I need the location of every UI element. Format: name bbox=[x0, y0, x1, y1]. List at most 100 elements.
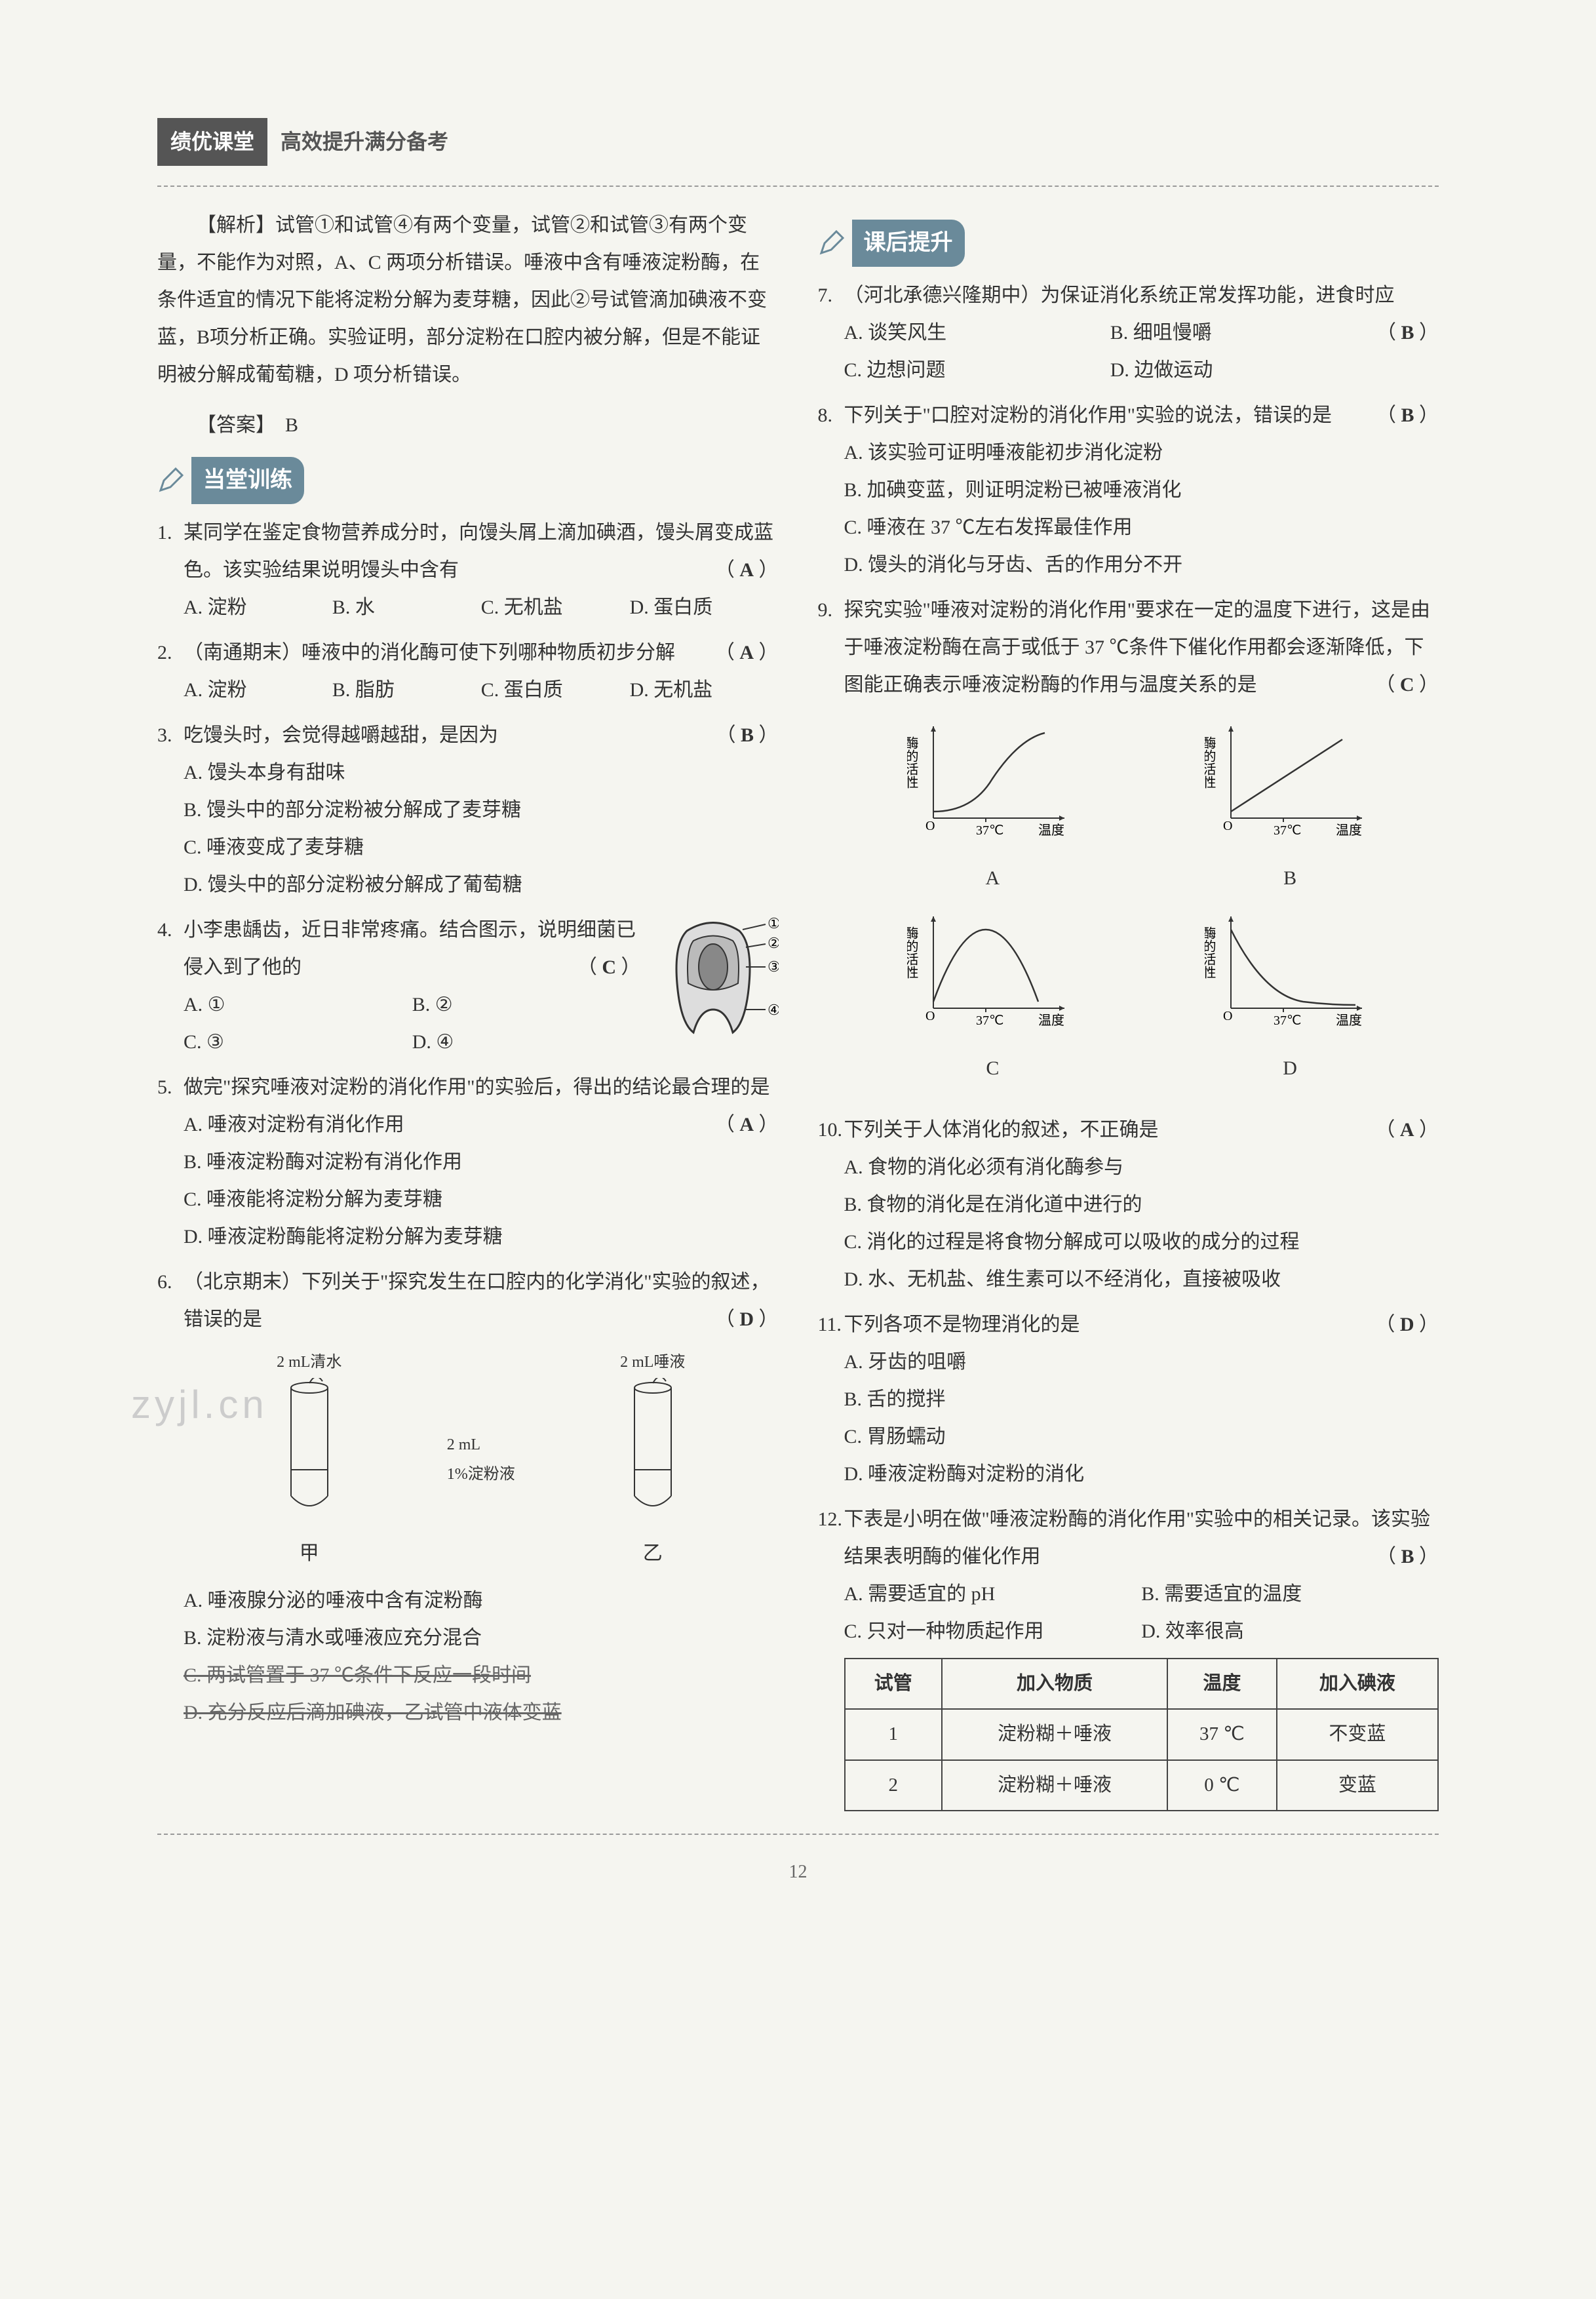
options: A. 谈笑风生B. 细咀慢嚼C. 边想问题D. 边做运动 bbox=[844, 314, 1376, 389]
tooth-image: ① ② ③ ④ bbox=[648, 911, 779, 1042]
experiment-table: 试管加入物质温度加入碘液1淀粉糊＋唾液37 ℃不变蓝2淀粉糊＋唾液0 ℃变蓝 bbox=[844, 1658, 1439, 1811]
option: A. ① bbox=[184, 986, 412, 1023]
options: A. 牙齿的咀嚼B. 舌的搅拌C. 胃肠蠕动D. 唾液淀粉酶对淀粉的消化 bbox=[844, 1343, 1439, 1493]
svg-text:③: ③ bbox=[768, 958, 779, 975]
option: B. 需要适宜的温度 bbox=[1141, 1575, 1439, 1613]
option: A. 需要适宜的 pH bbox=[844, 1575, 1142, 1613]
graph-cell-A: 37℃ O 温度 酶的活性 A bbox=[859, 713, 1126, 897]
question-number: 10. bbox=[818, 1111, 843, 1149]
option: D. 效率很高 bbox=[1141, 1613, 1439, 1650]
question: 12.下表是小明在做"唾液淀粉酶的消化作用"实验中的相关记录。该实验结果表明酶的… bbox=[818, 1501, 1439, 1818]
svg-text:温度: 温度 bbox=[1336, 823, 1362, 838]
option: A. 馒头本身有甜味 bbox=[184, 754, 779, 791]
option: D. 馒头中的部分淀粉被分解成了葡萄糖 bbox=[184, 866, 779, 903]
question: 8.下列关于"口腔对淀粉的消化作用"实验的说法，错误的是 （ B ） A. 该实… bbox=[818, 397, 1439, 583]
page-number: 12 bbox=[157, 1855, 1439, 1889]
svg-text:酶的活性: 酶的活性 bbox=[1205, 926, 1216, 979]
option: C. 两试管置于 37 ℃条件下反应一段时间 bbox=[184, 1657, 779, 1694]
question: 7.（河北承德兴隆期中）为保证消化系统正常发挥功能，进食时应 （ B ） A. … bbox=[818, 277, 1439, 389]
question: 11.下列各项不是物理消化的是 （ D ） A. 牙齿的咀嚼B. 舌的搅拌C. … bbox=[818, 1306, 1439, 1493]
options: A. 唾液对淀粉有消化作用B. 唾液淀粉酶对淀粉有消化作用C. 唾液能将淀粉分解… bbox=[184, 1106, 715, 1255]
question-text: 吃馒头时，会觉得越嚼越甜，是因为 （ B ） bbox=[184, 717, 779, 754]
question-text: （北京期末）下列关于"探究发生在口腔内的化学消化"实验的叙述，错误的是 （ D … bbox=[184, 1263, 779, 1338]
question-text: （南通期末）唾液中的消化酶可使下列哪种物质初步分解 （ A ） bbox=[184, 634, 779, 671]
answer-bracket: （ A ） bbox=[715, 1106, 779, 1143]
tube-left-top-label: 2 mL清水 bbox=[250, 1348, 368, 1378]
pencil-icon bbox=[157, 467, 184, 494]
svg-text:①: ① bbox=[768, 915, 779, 932]
question-number: 3. bbox=[157, 717, 172, 754]
question-text: 下列关于人体消化的叙述，不正确是 （ A ） bbox=[844, 1111, 1439, 1149]
tube-mid-label: 2 mL 1%淀粉液 bbox=[447, 1430, 515, 1490]
question-number: 5. bbox=[157, 1069, 172, 1106]
tube-diagram: zyjl.cn 2 mL清水 甲 2 mL 1%淀粉液 2 mL唾液 乙 bbox=[184, 1348, 779, 1572]
section-classroom-label: 当堂训练 bbox=[191, 457, 304, 505]
question-text: 做完"探究唾液对淀粉的消化作用"的实验后，得出的结论最合理的是 （ A ） bbox=[184, 1069, 779, 1106]
option: A. 淀粉 bbox=[184, 589, 332, 626]
question-text: 下表是小明在做"唾液淀粉酶的消化作用"实验中的相关记录。该实验结果表明酶的催化作… bbox=[844, 1501, 1439, 1575]
options: A. 馒头本身有甜味B. 馒头中的部分淀粉被分解成了麦芽糖C. 唾液变成了麦芽糖… bbox=[184, 754, 779, 903]
explanation-block: 【解析】试管①和试管④有两个变量，试管②和试管③有两个变量，不能作为对照，A、C… bbox=[157, 206, 779, 393]
option: B. 馒头中的部分淀粉被分解成了麦芽糖 bbox=[184, 791, 779, 829]
answer-value: B bbox=[285, 414, 298, 436]
graph-D: 37℃ O 温度 酶的活性 bbox=[1205, 903, 1375, 1034]
options: A. ①B. ②C. ③D. ④ bbox=[184, 986, 641, 1061]
option: A. 淀粉 bbox=[184, 671, 332, 709]
option: B. 唾液淀粉酶对淀粉有消化作用 bbox=[184, 1143, 715, 1181]
option: B. 加碘变蓝，则证明淀粉已被唾液消化 bbox=[844, 471, 1439, 509]
options: A. 淀粉B. 脂肪C. 蛋白质D. 无机盐 bbox=[184, 671, 779, 709]
answer-bracket: （ B ） bbox=[1376, 314, 1439, 351]
table-cell: 2 bbox=[845, 1760, 942, 1811]
tube-left-label: 甲 bbox=[250, 1535, 368, 1572]
section-classroom: 当堂训练 bbox=[157, 457, 779, 505]
table-cell: 不变蓝 bbox=[1277, 1709, 1438, 1759]
content-columns: 【解析】试管①和试管④有两个变量，试管②和试管③有两个变量，不能作为对照，A、C… bbox=[157, 206, 1439, 1827]
table-cell: 淀粉糊＋唾液 bbox=[942, 1760, 1167, 1811]
svg-text:O: O bbox=[925, 1009, 935, 1023]
table-row: 2淀粉糊＋唾液0 ℃变蓝 bbox=[845, 1760, 1439, 1811]
header-subtitle: 高效提升满分备考 bbox=[267, 118, 461, 166]
table-cell: 0 ℃ bbox=[1167, 1760, 1277, 1811]
tube-right-label: 乙 bbox=[594, 1535, 712, 1572]
answer-bracket: （ D ） bbox=[1375, 1306, 1439, 1343]
question: 5.做完"探究唾液对淀粉的消化作用"的实验后，得出的结论最合理的是 （ A ） … bbox=[157, 1069, 779, 1255]
question-number: 9. bbox=[818, 591, 833, 629]
table-header: 加入碘液 bbox=[1277, 1659, 1438, 1709]
svg-text:温度: 温度 bbox=[1336, 1013, 1362, 1028]
question-text: 探究实验"唾液对淀粉的消化作用"要求在一定的温度下进行，这是由于唾液淀粉酶在高于… bbox=[844, 591, 1439, 703]
option: C. 只对一种物质起作用 bbox=[844, 1613, 1142, 1650]
section-after-label: 课后提升 bbox=[852, 220, 965, 267]
option: B. 细咀慢嚼 bbox=[1110, 314, 1376, 351]
answer-bracket: （ C ） bbox=[577, 949, 641, 986]
option: B. ② bbox=[412, 986, 641, 1023]
option: D. 唾液淀粉酶对淀粉的消化 bbox=[844, 1455, 1439, 1493]
graph-C: 37℃ O 温度 酶的活性 bbox=[907, 903, 1078, 1034]
header-brand: 绩优课堂 bbox=[157, 118, 267, 166]
svg-text:酶的活性: 酶的活性 bbox=[1205, 736, 1216, 789]
option: A. 食物的消化必须有消化酶参与 bbox=[844, 1149, 1439, 1186]
tube-left bbox=[277, 1378, 342, 1522]
question: 10.下列关于人体消化的叙述，不正确是 （ A ） A. 食物的消化必须有消化酶… bbox=[818, 1111, 1439, 1298]
option: A. 该实验可证明唾液能初步消化淀粉 bbox=[844, 434, 1439, 471]
option: B. 脂肪 bbox=[332, 671, 481, 709]
question-number: 2. bbox=[157, 634, 172, 671]
question-text: 下列各项不是物理消化的是 （ D ） bbox=[844, 1306, 1439, 1343]
answer-line: 【答案】 B bbox=[157, 406, 779, 444]
option: A. 唾液腺分泌的唾液中含有淀粉酶 bbox=[184, 1582, 779, 1619]
options: A. 需要适宜的 pHB. 需要适宜的温度C. 只对一种物质起作用D. 效率很高 bbox=[844, 1575, 1439, 1650]
graph-label-A: A bbox=[859, 859, 1126, 897]
table-header: 试管 bbox=[845, 1659, 942, 1709]
svg-text:37℃: 37℃ bbox=[976, 1013, 1003, 1028]
graph-A: 37℃ O 温度 酶的活性 bbox=[907, 713, 1078, 844]
question: 3. 吃馒头时，会觉得越嚼越甜，是因为 （ B ） A. 馒头本身有甜味B. 馒头… bbox=[157, 717, 779, 903]
option: D. 唾液淀粉酶能将淀粉分解为麦芽糖 bbox=[184, 1218, 715, 1255]
question-text: （河北承德兴隆期中）为保证消化系统正常发挥功能，进食时应 （ B ） bbox=[844, 277, 1439, 314]
option: C. ③ bbox=[184, 1023, 412, 1061]
graph-cell-D: 37℃ O 温度 酶的活性 D bbox=[1156, 903, 1424, 1087]
option: D. 边做运动 bbox=[1110, 351, 1376, 389]
svg-text:④: ④ bbox=[768, 1002, 779, 1018]
graph-B: 37℃ O 温度 酶的活性 bbox=[1205, 713, 1375, 844]
answer-bracket: （ B ） bbox=[1376, 1538, 1439, 1575]
question-number: 1. bbox=[157, 514, 172, 551]
option: D. ④ bbox=[412, 1023, 641, 1061]
